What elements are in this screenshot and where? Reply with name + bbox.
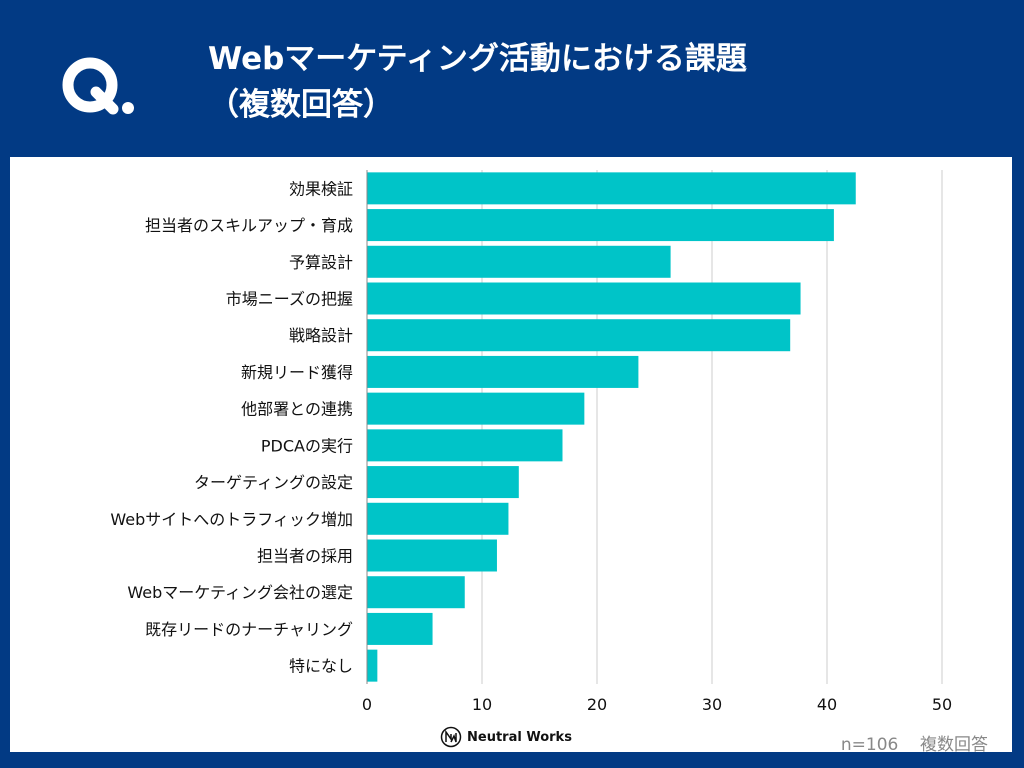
category-label: 特になし (289, 657, 353, 676)
category-label: 戦略設計 (289, 326, 353, 345)
logo-icon (440, 726, 462, 748)
bar (367, 502, 509, 535)
category-label: PDCAの実行 (261, 436, 353, 455)
bar (367, 429, 563, 462)
bar (367, 245, 671, 278)
category-label: 新規リード獲得 (241, 363, 353, 382)
bar (367, 539, 497, 572)
category-label: 担当者の採用 (257, 547, 353, 566)
category-label: 効果検証 (289, 179, 353, 198)
answer-type-note: 複数回答 (920, 735, 988, 755)
category-label: 他部署との連携 (241, 400, 353, 419)
category-label: ターゲティングの設定 (194, 473, 353, 492)
x-tick-label: 0 (362, 695, 372, 714)
bar (367, 466, 519, 499)
bar (367, 319, 791, 352)
footer-note: n=106 複数回答 (841, 730, 988, 755)
x-tick-label: 40 (817, 695, 837, 714)
q-letter-icon (62, 57, 134, 115)
neutral-works-logo: Neutral Works (440, 726, 572, 748)
bar (367, 209, 834, 242)
bar (367, 649, 378, 682)
x-tick-label: 30 (702, 695, 722, 714)
category-label: 既存リードのナーチャリング (145, 620, 353, 639)
category-label: 予算設計 (289, 253, 353, 272)
title-line-1: Webマーケティング活動における課題 (208, 41, 747, 77)
bar (367, 576, 465, 609)
sample-size: n=106 (840, 735, 899, 755)
category-label: Webサイトへのトラフィック増加 (110, 510, 353, 529)
bar (367, 355, 639, 388)
bar (367, 612, 433, 645)
logo-text: Neutral Works (467, 729, 572, 745)
category-label: 担当者のスキルアップ・育成 (145, 216, 353, 235)
x-tick-label: 50 (932, 695, 952, 714)
page-title: Webマーケティング活動における課題 （複数回答） (208, 36, 747, 128)
x-tick-label: 20 (587, 695, 607, 714)
title-line-2: （複数回答） (208, 87, 394, 123)
bar (367, 282, 801, 315)
bar (367, 172, 856, 205)
category-label: Webマーケティング会社の選定 (127, 583, 353, 602)
x-tick-label: 10 (472, 695, 492, 714)
bar (367, 392, 585, 425)
category-label: 市場ニーズの把握 (226, 290, 353, 309)
